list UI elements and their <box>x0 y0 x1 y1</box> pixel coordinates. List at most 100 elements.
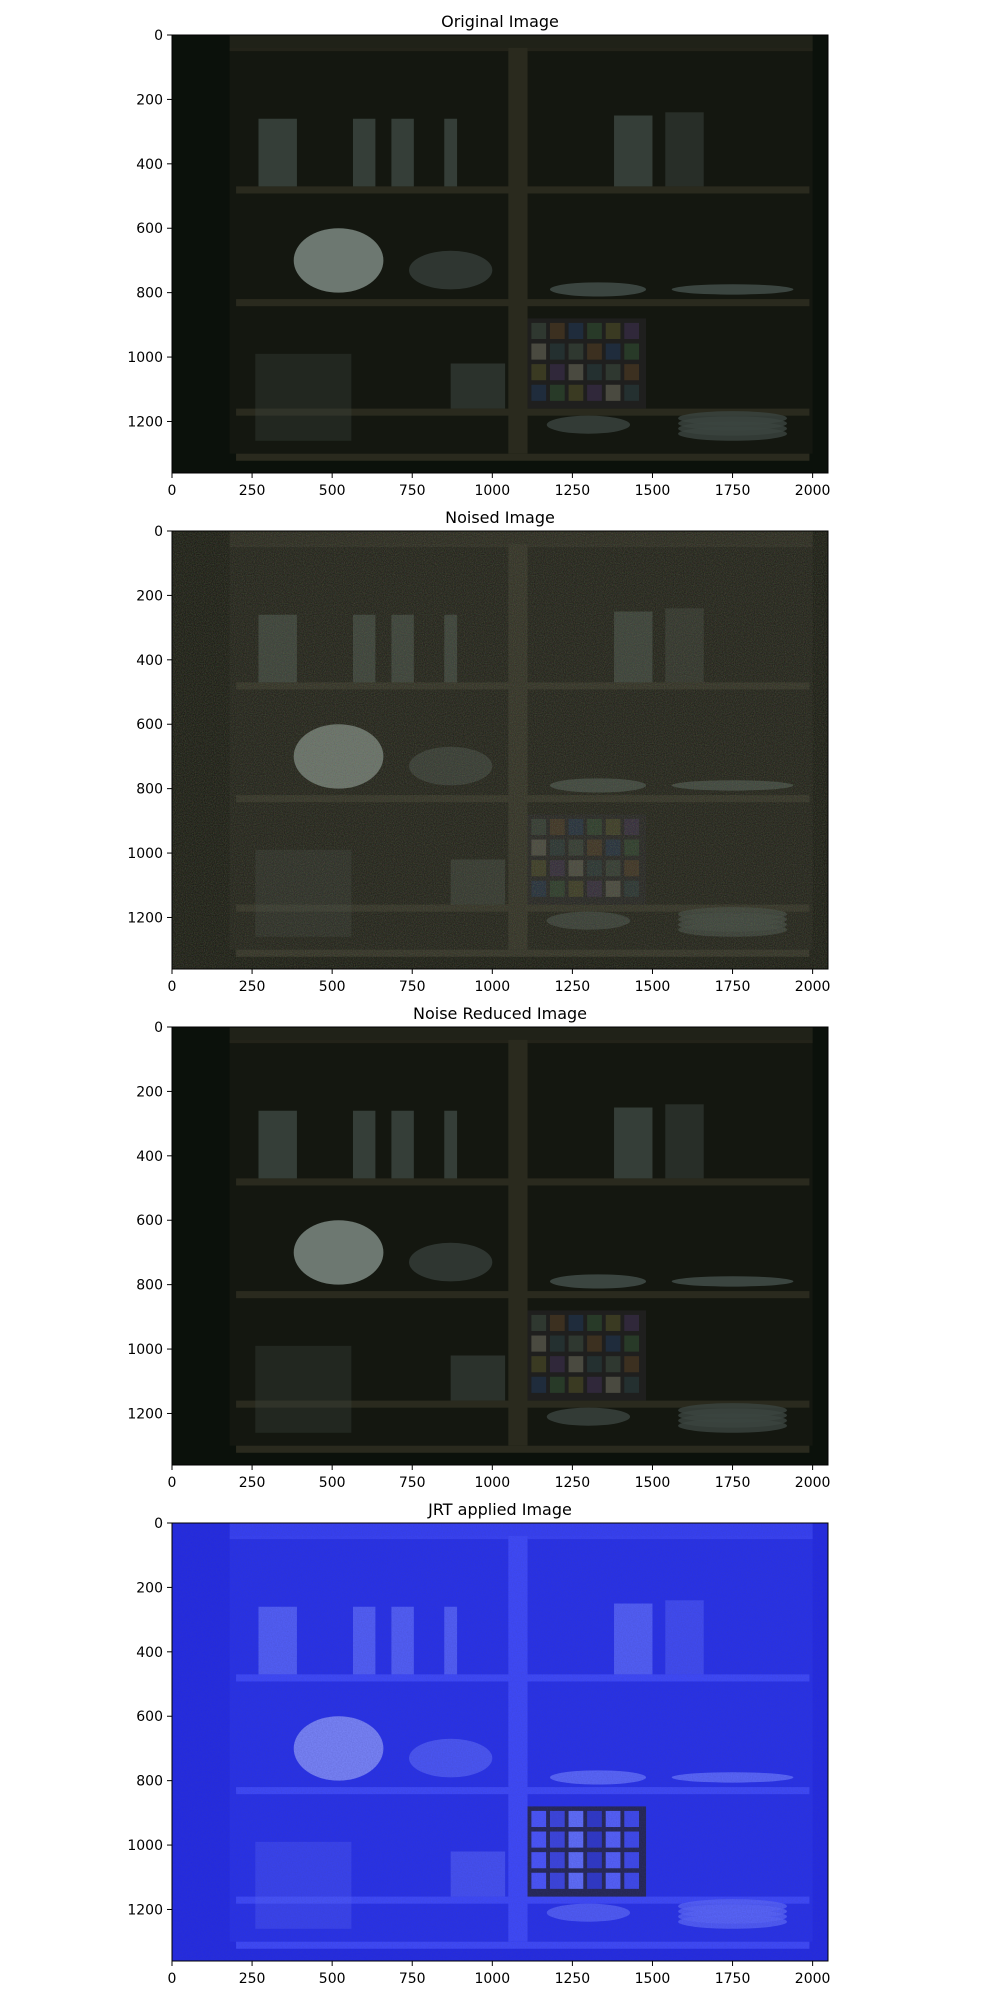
image-panel: Original Image 0 250 500 750 1000 1250 1500 1750… <box>127 12 830 499</box>
y-tick-label: 1000 <box>127 350 163 366</box>
checker-patch <box>531 384 547 401</box>
checker-patch <box>549 1356 565 1373</box>
x-tick-label: 0 <box>168 979 177 995</box>
glass-bowl <box>409 1242 493 1282</box>
checker-patch <box>587 1335 602 1352</box>
x-tick-label: 1000 <box>474 979 510 995</box>
noise-overlay <box>172 531 828 969</box>
glass-bowl <box>409 250 493 290</box>
cabinet-top <box>229 1027 813 1044</box>
checker-patch <box>587 343 602 360</box>
x-tick-label: 500 <box>319 979 346 995</box>
jar <box>444 118 458 187</box>
y-tick-label: 400 <box>136 1645 163 1661</box>
checker-patch <box>624 384 640 401</box>
x-tick-label: 750 <box>399 1971 426 1987</box>
y-tick-label: 1000 <box>127 1838 163 1854</box>
noise-overlay <box>172 1523 828 1961</box>
checker-patch <box>568 1335 584 1352</box>
checker-patch <box>587 364 602 381</box>
x-tick-label: 0 <box>168 1475 177 1491</box>
axes-frame <box>171 34 829 474</box>
shelf <box>236 408 810 416</box>
axes-frame <box>171 530 829 970</box>
checker-patch <box>624 1356 640 1373</box>
checker-patch <box>568 1314 584 1332</box>
axes-frame <box>171 1522 829 1962</box>
shelf <box>236 1291 810 1299</box>
y-tick-label: 200 <box>136 588 163 604</box>
x-tick-label: 0 <box>168 483 177 499</box>
checker-patch <box>587 384 602 401</box>
glassware <box>255 1345 352 1433</box>
checker-patch <box>531 1314 547 1332</box>
x-tick-label: 2000 <box>795 483 831 499</box>
shelf <box>236 186 810 194</box>
checker-patch <box>624 1376 640 1393</box>
x-tick-label: 750 <box>399 979 426 995</box>
shelf <box>236 1178 810 1186</box>
y-tick-label: 600 <box>136 221 163 237</box>
jar <box>391 118 414 187</box>
x-tick-label: 500 <box>319 483 346 499</box>
panel-title: Original Image <box>441 12 559 31</box>
jar <box>258 1110 297 1179</box>
checker-patch <box>624 1314 640 1332</box>
x-tick-label: 1750 <box>715 483 751 499</box>
y-tick-label: 400 <box>136 157 163 173</box>
y-tick-label: 800 <box>136 782 163 798</box>
checker-patch <box>587 322 602 340</box>
checker-patch <box>531 1356 547 1373</box>
checker-patch <box>605 1314 621 1332</box>
stacked-plate <box>678 426 787 441</box>
jar <box>391 1110 414 1179</box>
checker-patch <box>549 322 565 340</box>
checker-patch <box>587 1356 602 1373</box>
y-tick-label: 1200 <box>127 414 163 430</box>
y-tick-label: 0 <box>154 524 163 540</box>
y-tick-label: 200 <box>136 92 163 108</box>
x-tick-label: 1500 <box>635 1971 671 1987</box>
x-tick-label: 1250 <box>555 979 591 995</box>
x-tick-label: 1750 <box>715 1971 751 1987</box>
jar <box>444 1110 458 1179</box>
plate <box>549 1274 647 1289</box>
stacked-plate <box>678 1418 787 1433</box>
x-tick-label: 750 <box>399 483 426 499</box>
checker-patch <box>624 1335 640 1352</box>
plate <box>671 1276 794 1287</box>
checker-patch <box>568 384 584 401</box>
panel-title: Noised Image <box>445 508 555 527</box>
shelf <box>236 453 810 461</box>
checker-patch <box>531 364 547 381</box>
checker-patch <box>624 322 640 340</box>
x-tick-label: 1500 <box>635 979 671 995</box>
checker-patch <box>605 1376 621 1393</box>
y-tick-label: 200 <box>136 1084 163 1100</box>
x-tick-label: 500 <box>319 1475 346 1491</box>
y-tick-label: 600 <box>136 1709 163 1725</box>
checker-patch <box>587 1314 602 1332</box>
checker-patch <box>549 364 565 381</box>
checker-patch <box>624 343 640 360</box>
x-tick-label: 250 <box>239 1475 266 1491</box>
y-tick-label: 1200 <box>127 1902 163 1918</box>
pitcher <box>665 1104 704 1179</box>
bowl <box>293 1220 384 1285</box>
checker-patch <box>587 1376 602 1393</box>
x-tick-label: 250 <box>239 1971 266 1987</box>
y-tick-label: 0 <box>154 28 163 44</box>
checker-patch <box>624 364 640 381</box>
jar <box>352 118 376 187</box>
y-tick-label: 800 <box>136 1278 163 1294</box>
y-tick-label: 0 <box>154 1516 163 1532</box>
checker-patch <box>531 1335 547 1352</box>
y-tick-label: 0 <box>154 1020 163 1036</box>
blender <box>614 115 653 187</box>
x-tick-label: 0 <box>168 1971 177 1987</box>
checker-patch <box>605 1335 621 1352</box>
y-tick-label: 400 <box>136 653 163 669</box>
checker-patch <box>568 322 584 340</box>
x-tick-label: 1250 <box>555 1475 591 1491</box>
